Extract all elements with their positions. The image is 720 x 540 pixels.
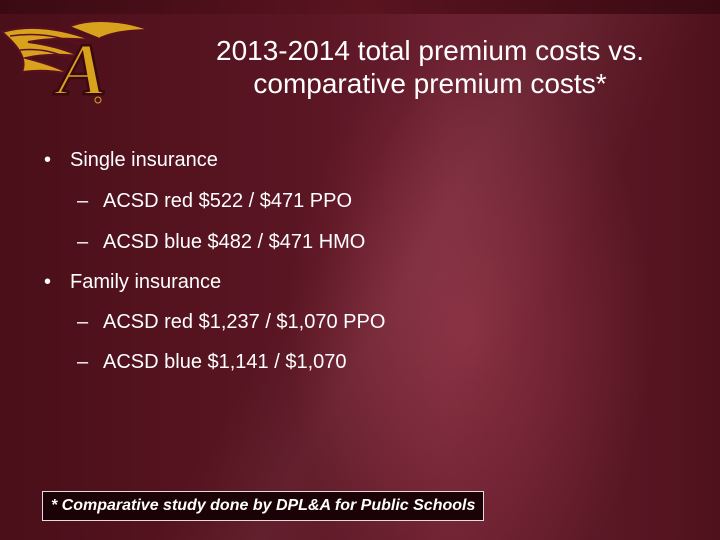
- sub-bullet-item: – ACSD blue $482 / $471 HMO: [77, 230, 365, 254]
- dash-marker: –: [77, 351, 89, 373]
- bullet-text: Single insurance: [70, 149, 218, 171]
- dash-marker: –: [77, 231, 89, 253]
- sub-bullet-item: – ACSD red $522 / $471 PPO: [77, 189, 352, 213]
- title-line-2: comparative premium costs*: [253, 68, 607, 99]
- dash-marker: –: [77, 311, 89, 333]
- bullet-marker: •: [44, 271, 52, 293]
- logo-letter: A: [53, 29, 106, 104]
- registered-mark-icon: [94, 96, 102, 104]
- wing-tip-icon: [69, 20, 151, 39]
- wing-icon: [0, 26, 93, 75]
- sub-bullet-text: ACSD red $522 / $471 PPO: [103, 190, 353, 212]
- bullet-text: Family insurance: [70, 271, 222, 293]
- sub-bullet-text: ACSD blue $482 / $471 HMO: [103, 231, 366, 253]
- bullet-item: • Family insurance: [44, 270, 221, 294]
- sub-bullet-text: ACSD blue $1,141 / $1,070: [103, 351, 347, 373]
- bullet-item: • Single insurance: [44, 148, 218, 172]
- dash-marker: –: [77, 190, 89, 212]
- footnote-box: * Comparative study done by DPL&A for Pu…: [42, 491, 485, 521]
- bullet-marker: •: [44, 149, 52, 171]
- sub-bullet-text: ACSD red $1,237 / $1,070 PPO: [103, 311, 386, 333]
- sub-bullet-item: – ACSD red $1,237 / $1,070 PPO: [77, 310, 385, 334]
- sub-bullet-item: – ACSD blue $1,141 / $1,070: [77, 350, 347, 374]
- winged-a-logo: A: [0, 20, 151, 104]
- slide-title: 2013-2014 total premium costs vs. compar…: [150, 34, 710, 100]
- top-band: [0, 0, 720, 14]
- title-line-1: 2013-2014 total premium costs vs.: [216, 35, 644, 66]
